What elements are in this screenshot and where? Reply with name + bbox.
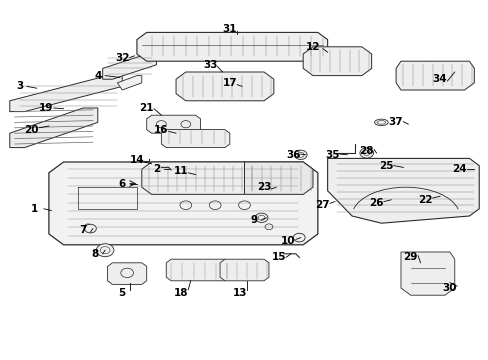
- Text: 17: 17: [222, 78, 237, 88]
- Text: 7: 7: [79, 225, 87, 235]
- Text: 24: 24: [451, 164, 466, 174]
- Text: 10: 10: [281, 236, 295, 246]
- Polygon shape: [244, 162, 312, 194]
- Circle shape: [84, 224, 96, 233]
- Text: 34: 34: [432, 74, 447, 84]
- Polygon shape: [220, 259, 268, 281]
- Polygon shape: [142, 162, 254, 194]
- Text: 37: 37: [388, 117, 403, 127]
- Text: 3: 3: [16, 81, 23, 91]
- Text: 9: 9: [250, 215, 257, 225]
- Text: 36: 36: [285, 150, 300, 160]
- Text: 31: 31: [222, 24, 237, 34]
- Polygon shape: [327, 158, 478, 223]
- Text: 11: 11: [173, 166, 188, 176]
- Text: 4: 4: [94, 71, 102, 81]
- Polygon shape: [166, 259, 229, 281]
- Text: 35: 35: [325, 150, 339, 160]
- Text: 2: 2: [153, 164, 160, 174]
- Text: 26: 26: [368, 198, 383, 208]
- Text: 23: 23: [256, 182, 271, 192]
- Polygon shape: [102, 54, 156, 79]
- Polygon shape: [107, 263, 146, 284]
- Text: 16: 16: [154, 125, 168, 135]
- Ellipse shape: [374, 119, 387, 126]
- Polygon shape: [395, 61, 473, 90]
- Text: 25: 25: [378, 161, 393, 171]
- Text: 29: 29: [403, 252, 417, 262]
- Text: 20: 20: [24, 125, 39, 135]
- Polygon shape: [49, 162, 317, 245]
- Text: 14: 14: [129, 155, 144, 165]
- Text: 32: 32: [115, 53, 129, 63]
- Circle shape: [96, 244, 114, 257]
- Circle shape: [294, 150, 306, 159]
- Text: 5: 5: [119, 288, 125, 298]
- Polygon shape: [137, 32, 327, 61]
- Polygon shape: [176, 72, 273, 101]
- Polygon shape: [10, 76, 122, 112]
- Text: 1: 1: [31, 204, 38, 214]
- Text: 19: 19: [39, 103, 54, 113]
- Text: 21: 21: [139, 103, 154, 113]
- Polygon shape: [303, 47, 371, 76]
- Circle shape: [359, 148, 373, 158]
- Text: 30: 30: [442, 283, 456, 293]
- Text: 22: 22: [417, 195, 432, 205]
- Polygon shape: [400, 252, 454, 295]
- Polygon shape: [117, 76, 142, 90]
- Text: 28: 28: [359, 146, 373, 156]
- Text: 27: 27: [315, 200, 329, 210]
- Text: 33: 33: [203, 60, 217, 70]
- Circle shape: [255, 213, 267, 222]
- Polygon shape: [161, 130, 229, 148]
- Text: 13: 13: [232, 288, 246, 298]
- Text: 12: 12: [305, 42, 320, 52]
- Text: 18: 18: [173, 288, 188, 298]
- Polygon shape: [146, 115, 200, 133]
- Text: 15: 15: [271, 252, 285, 262]
- Text: 8: 8: [92, 249, 99, 259]
- Text: 6: 6: [119, 179, 125, 189]
- Polygon shape: [10, 108, 98, 148]
- Circle shape: [293, 233, 305, 242]
